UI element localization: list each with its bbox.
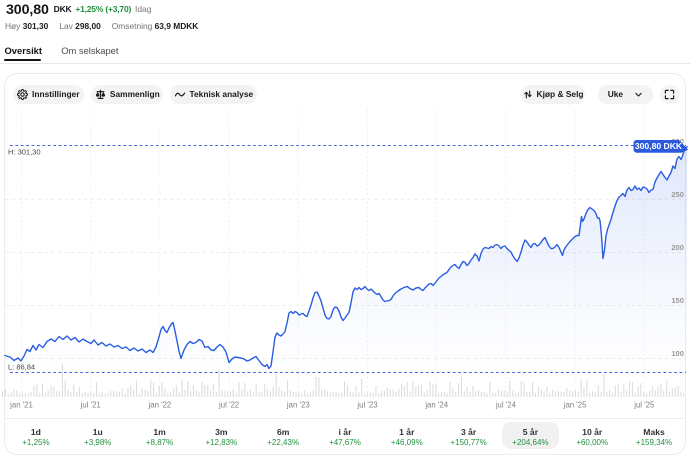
svg-text:250: 250 — [671, 190, 684, 199]
svg-text:H: 301,30: H: 301,30 — [8, 148, 41, 157]
svg-text:200: 200 — [671, 243, 684, 252]
svg-text:jan '21: jan '21 — [9, 401, 33, 410]
svg-text:100: 100 — [671, 349, 684, 358]
svg-text:jan '22: jan '22 — [148, 401, 172, 410]
svg-text:jul '23: jul '23 — [356, 401, 377, 410]
svg-text:jul '21: jul '21 — [80, 401, 101, 410]
svg-text:jan '23: jan '23 — [286, 401, 310, 410]
svg-text:jan '25: jan '25 — [563, 401, 587, 410]
svg-text:jul '24: jul '24 — [495, 401, 517, 410]
svg-text:300,80 DKK: 300,80 DKK — [635, 141, 683, 151]
svg-text:jul '22: jul '22 — [218, 401, 239, 410]
svg-text:jan '24: jan '24 — [424, 401, 448, 410]
svg-text:L: 86,84: L: 86,84 — [8, 363, 35, 372]
svg-text:150: 150 — [671, 296, 684, 305]
svg-text:jul '25: jul '25 — [633, 401, 655, 410]
